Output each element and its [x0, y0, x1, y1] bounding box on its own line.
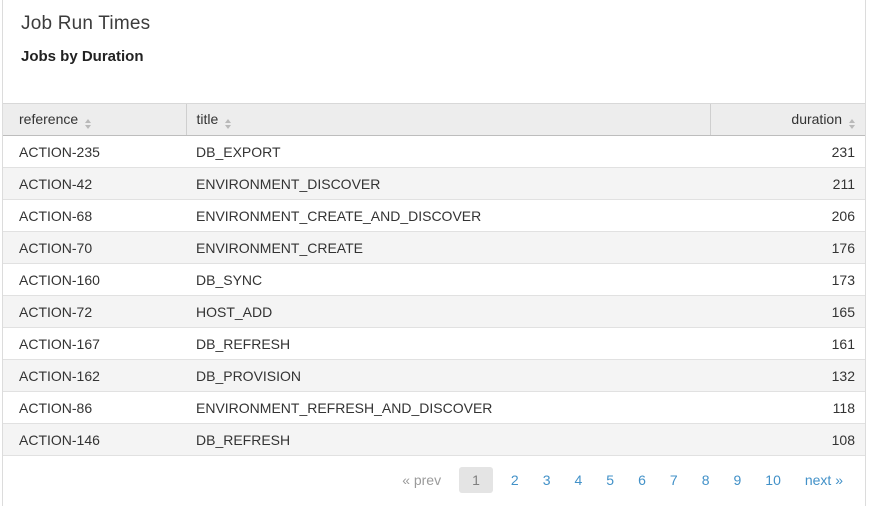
- table-row: ACTION-72 HOST_ADD 165: [3, 295, 865, 328]
- cell-duration: 108: [710, 423, 865, 456]
- cell-title: DB_SYNC: [186, 263, 710, 296]
- cell-title: DB_EXPORT: [186, 135, 710, 168]
- table-header-row: reference title duration: [3, 103, 865, 136]
- pagination-page-6[interactable]: 6: [638, 472, 646, 488]
- cell-reference: ACTION-72: [3, 295, 186, 328]
- cell-reference: ACTION-162: [3, 359, 186, 392]
- cell-title: ENVIRONMENT_DISCOVER: [186, 167, 710, 200]
- pagination-page-8[interactable]: 8: [701, 472, 710, 488]
- cell-duration: 211: [710, 167, 865, 200]
- pagination-prev-button[interactable]: « prev: [402, 472, 442, 488]
- cell-reference: ACTION-235: [3, 135, 186, 168]
- table-row: ACTION-68 ENVIRONMENT_CREATE_AND_DISCOVE…: [3, 199, 865, 232]
- table-row: ACTION-235 DB_EXPORT 231: [3, 135, 865, 168]
- sort-up-down-icon: [225, 118, 232, 129]
- cell-reference: ACTION-146: [3, 423, 186, 456]
- sort-up-down-icon: [85, 118, 92, 129]
- panel-header: Job Run Times Jobs by Duration: [3, 0, 865, 103]
- column-header-duration[interactable]: duration: [709, 103, 865, 136]
- pagination-page-5[interactable]: 5: [606, 472, 615, 488]
- cell-reference: ACTION-167: [3, 327, 186, 360]
- table-row: ACTION-70 ENVIRONMENT_CREATE 176: [3, 231, 865, 264]
- column-header-reference-label: reference: [19, 110, 79, 127]
- cell-reference: ACTION-42: [3, 167, 186, 200]
- cell-title: ENVIRONMENT_CREATE_AND_DISCOVER: [186, 199, 710, 232]
- cell-duration: 231: [710, 135, 865, 168]
- cell-reference: ACTION-70: [3, 231, 186, 264]
- cell-reference: ACTION-86: [3, 391, 186, 424]
- pagination-page-10[interactable]: 10: [765, 472, 781, 488]
- cell-duration: 206: [710, 199, 865, 232]
- pagination-page-4[interactable]: 4: [574, 472, 583, 488]
- pagination-page-7[interactable]: 7: [669, 472, 678, 488]
- pagination-page-1-current[interactable]: 1: [459, 467, 493, 493]
- pagination-page-9[interactable]: 9: [733, 472, 742, 488]
- table-row: ACTION-146 DB_REFRESH 108: [3, 423, 865, 456]
- table-row: ACTION-162 DB_PROVISION 132: [3, 359, 865, 392]
- table-row: ACTION-42 ENVIRONMENT_DISCOVER 211: [3, 167, 865, 200]
- table-row: ACTION-167 DB_REFRESH 161: [3, 327, 865, 360]
- cell-duration: 132: [710, 359, 865, 392]
- cell-duration: 173: [710, 263, 865, 296]
- page-title: Job Run Times: [21, 13, 151, 34]
- cell-duration: 165: [710, 295, 865, 328]
- table-row: ACTION-160 DB_SYNC 173: [3, 263, 865, 296]
- table-row: ACTION-86 ENVIRONMENT_REFRESH_AND_DISCOV…: [3, 391, 865, 424]
- cell-duration: 118: [710, 391, 865, 424]
- jobs-table: reference title duration ACTION-235 DB_E…: [3, 103, 865, 456]
- cell-title: DB_PROVISION: [186, 359, 710, 392]
- sort-up-down-icon: [849, 118, 855, 129]
- cell-duration: 161: [710, 327, 865, 360]
- column-header-title[interactable]: title: [185, 103, 710, 136]
- cell-title: DB_REFRESH: [186, 327, 710, 360]
- pagination-page-3[interactable]: 3: [542, 472, 551, 488]
- pagination: « prev 1 2 3 4 5 6 7 8 9 10 next »: [3, 456, 865, 493]
- pagination-next-button[interactable]: next »: [804, 472, 843, 488]
- cell-reference: ACTION-160: [3, 263, 186, 296]
- column-header-title-label: title: [196, 110, 219, 127]
- column-header-reference[interactable]: reference: [3, 103, 186, 136]
- cell-title: HOST_ADD: [186, 295, 710, 328]
- cell-title: ENVIRONMENT_REFRESH_AND_DISCOVER: [186, 391, 710, 424]
- column-header-duration-label: duration: [791, 110, 842, 127]
- cell-duration: 176: [710, 231, 865, 264]
- cell-title: ENVIRONMENT_CREATE: [186, 231, 710, 264]
- pagination-page-2[interactable]: 2: [510, 472, 519, 488]
- cell-reference: ACTION-68: [3, 199, 186, 232]
- section-title: Jobs by Duration: [21, 48, 144, 65]
- cell-title: DB_REFRESH: [186, 423, 710, 456]
